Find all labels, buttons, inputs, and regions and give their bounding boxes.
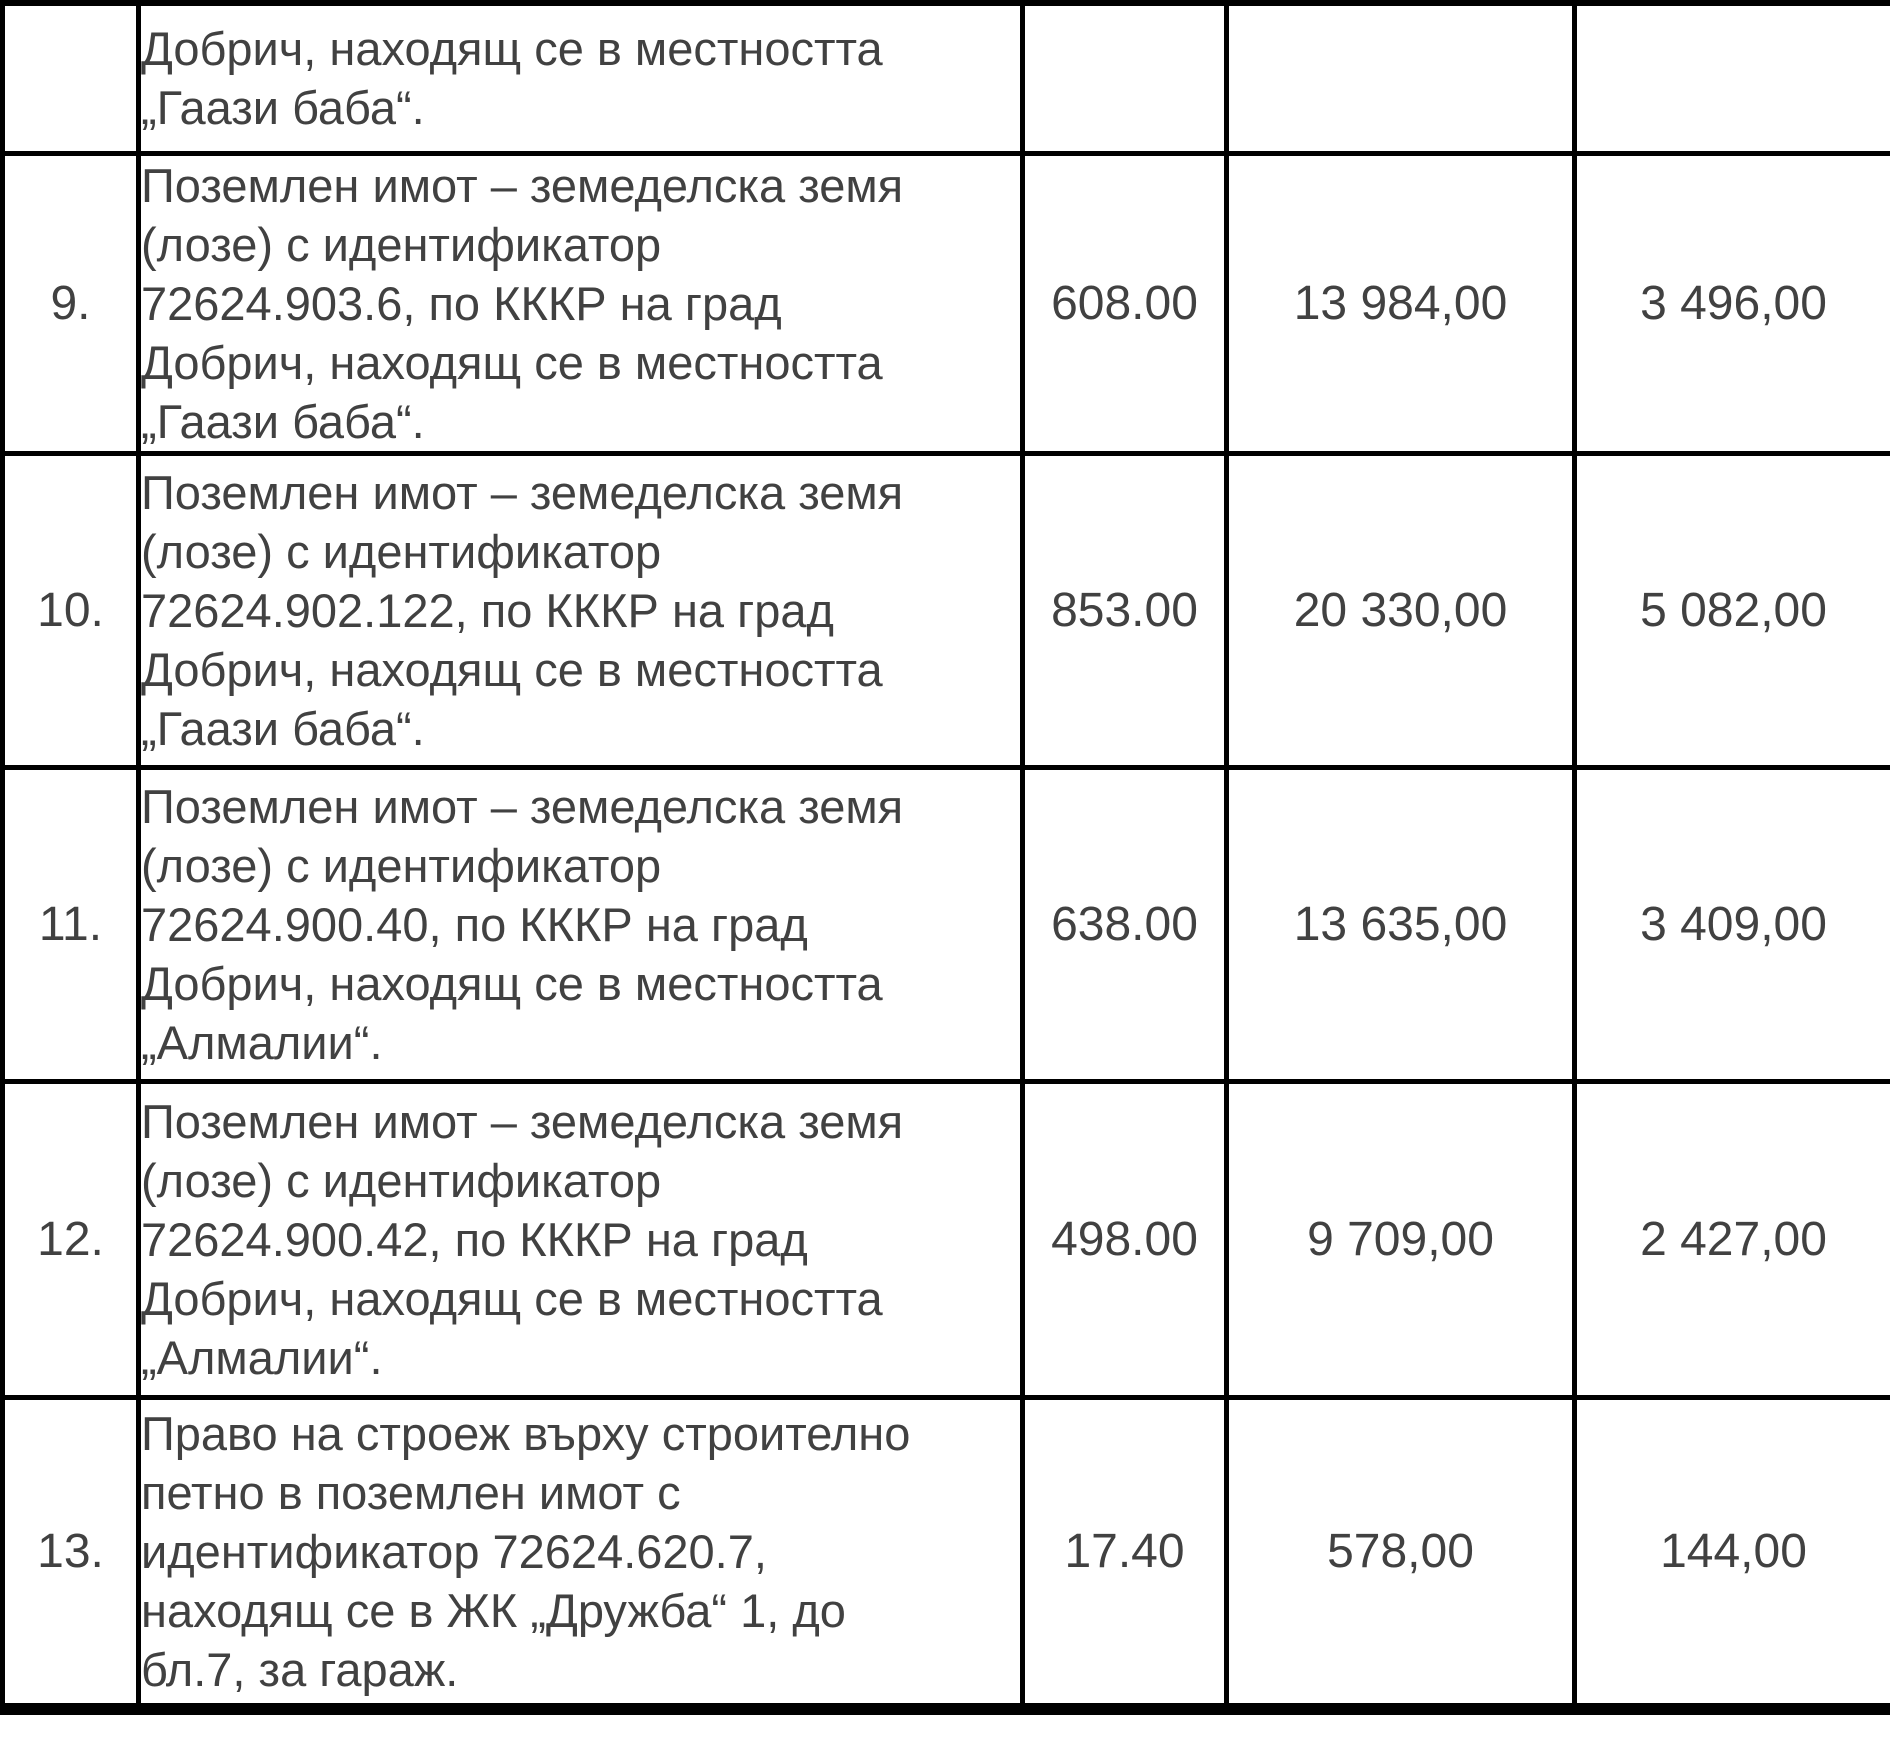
row-number-cell: 9. xyxy=(0,150,141,456)
area-cell: 853.00 xyxy=(1020,450,1229,770)
area-cell: 17.40 xyxy=(1020,1394,1229,1712)
value-cell-2: 2 427,00 xyxy=(1572,1078,1890,1400)
value-cell-1: 13 984,00 xyxy=(1224,150,1577,456)
table-row: 13. Право на строеж върху строително пет… xyxy=(0,1394,1890,1712)
value-cell-2: 144,00 xyxy=(1572,1394,1890,1712)
value-cell-1 xyxy=(1224,0,1577,156)
value-cell-2: 5 082,00 xyxy=(1572,450,1890,770)
value-cell-1: 20 330,00 xyxy=(1224,450,1577,770)
area-cell: 638.00 xyxy=(1020,764,1229,1084)
row-number-cell xyxy=(0,0,141,156)
area-cell: 498.00 xyxy=(1020,1078,1229,1400)
area-cell xyxy=(1020,0,1229,156)
description-cell: Поземлен имот – земеделска земя (лозе) с… xyxy=(136,150,1025,456)
table-row: 9. Поземлен имот – земеделска земя (лозе… xyxy=(0,150,1890,456)
value-cell-1: 578,00 xyxy=(1224,1394,1577,1712)
description-cell: Право на строеж върху строително петно в… xyxy=(136,1394,1025,1712)
table-row: 11. Поземлен имот – земеделска земя (лоз… xyxy=(0,764,1890,1084)
row-number-cell: 12. xyxy=(0,1078,141,1400)
row-number-cell: 11. xyxy=(0,764,141,1084)
value-cell-1: 9 709,00 xyxy=(1224,1078,1577,1400)
description-cell: Поземлен имот – земеделска земя (лозе) с… xyxy=(136,764,1025,1084)
value-cell-2 xyxy=(1572,0,1890,156)
property-table: Добрич, находящ се в местността „Гаази б… xyxy=(0,0,1890,1715)
table-row: 12. Поземлен имот – земеделска земя (лоз… xyxy=(0,1078,1890,1400)
area-cell: 608.00 xyxy=(1020,150,1229,456)
table-row-partial: Добрич, находящ се в местността „Гаази б… xyxy=(0,0,1890,156)
description-cell: Поземлен имот – земеделска земя (лозе) с… xyxy=(136,450,1025,770)
row-number-cell: 10. xyxy=(0,450,141,770)
description-cell: Добрич, находящ се в местността „Гаази б… xyxy=(136,0,1025,156)
row-number-cell: 13. xyxy=(0,1394,141,1712)
value-cell-2: 3 409,00 xyxy=(1572,764,1890,1084)
value-cell-2: 3 496,00 xyxy=(1572,150,1890,456)
value-cell-1: 13 635,00 xyxy=(1224,764,1577,1084)
description-cell: Поземлен имот – земеделска земя (лозе) с… xyxy=(136,1078,1025,1400)
table-row: 10. Поземлен имот – земеделска земя (лоз… xyxy=(0,450,1890,770)
